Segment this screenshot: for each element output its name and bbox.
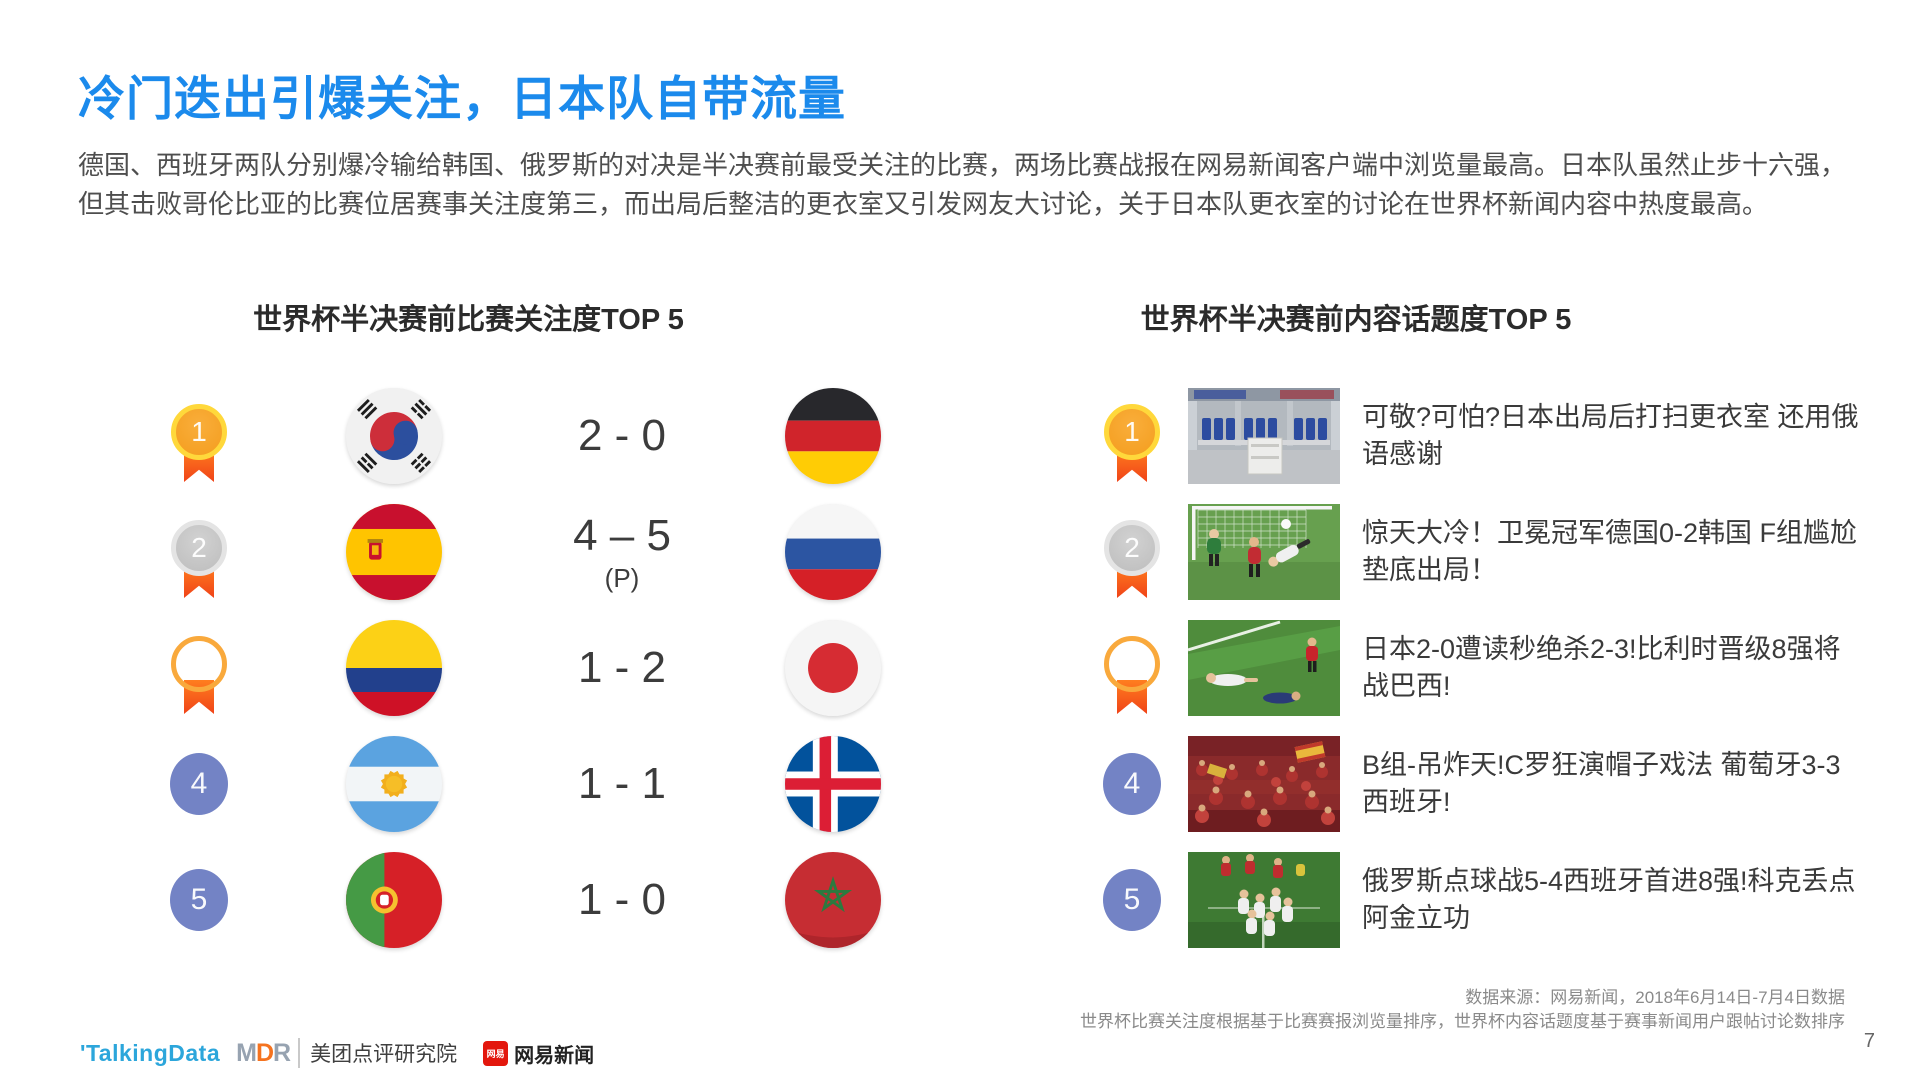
japan-flag-icon bbox=[785, 620, 881, 716]
meituan-dianping-institute-logo: 美团点评研究院 bbox=[298, 1038, 457, 1068]
rank-number: 3 bbox=[191, 648, 207, 679]
rank-number: 2 bbox=[191, 532, 207, 563]
south-korea-flag-icon bbox=[346, 388, 442, 484]
news-headline: 俄罗斯点球战5-4西班牙首进8强!科克丢点阿金立功 bbox=[1362, 866, 1856, 933]
score: 1 - 1 bbox=[527, 759, 717, 809]
rank-number: 5 bbox=[190, 883, 208, 916]
news-item-3: 3 日本2-0遭读秒绝杀2-3!比利时晋级8强将战巴西! bbox=[1090, 620, 1920, 716]
news-headline: 可敬?可怕?日本出局后打扫更衣室 还用俄语感谢 bbox=[1362, 402, 1859, 469]
news-headline: B组-吊炸天!C罗狂演帽子戏法 葡萄牙3-3西班牙! bbox=[1362, 750, 1841, 817]
content-topic-panel: 世界杯半决赛前内容话题度TOP 5 1 可敬?可怕? bbox=[1090, 296, 1920, 968]
page-title: 冷门迭出引爆关注，日本队自带流量 bbox=[78, 72, 846, 125]
score: 4 – 5 (P) bbox=[527, 511, 717, 594]
news-thumbnail-fans-crowd bbox=[1188, 736, 1340, 832]
germany-flag-icon bbox=[785, 388, 881, 484]
source-line-1: 数据来源：网易新闻，2018年6月14日-7月4日数据 bbox=[1465, 988, 1845, 1007]
rank-badge-icon: 4 bbox=[167, 736, 231, 832]
score: 1 - 2 bbox=[527, 643, 717, 693]
right-panel-title: 世界杯半决赛前内容话题度TOP 5 bbox=[1140, 304, 1572, 336]
score-value: 1 - 2 bbox=[577, 643, 667, 692]
page-number: 7 bbox=[1863, 1030, 1875, 1052]
gold-medal-icon: 1 bbox=[167, 388, 231, 484]
morocco-flag-icon bbox=[785, 852, 881, 948]
match-row-1: 1 bbox=[135, 388, 890, 484]
gold-medal-icon: 1 bbox=[1100, 388, 1160, 484]
match-row-5: 5 1 - 0 bbox=[135, 852, 890, 948]
news-thumbnail-players-on-pitch bbox=[1188, 620, 1340, 716]
rank-number: 4 bbox=[1123, 767, 1141, 800]
silver-medal-icon: 2 bbox=[167, 504, 231, 600]
bronze-medal-icon: 3 bbox=[167, 620, 231, 716]
score-value: 1 - 0 bbox=[577, 875, 667, 924]
score-value: 4 – 5 bbox=[573, 510, 671, 560]
data-source-note: 数据来源：网易新闻，2018年6月14日-7月4日数据 世界杯比赛关注度根据基于… bbox=[1080, 986, 1845, 1034]
argentina-flag-icon bbox=[346, 736, 442, 832]
source-line-2: 世界杯比赛关注度根据基于比赛赛报浏览量排序，世界杯内容话题度基于赛事新闻用户跟帖… bbox=[1080, 1012, 1845, 1031]
match-attention-panel: 世界杯半决赛前比赛关注度TOP 5 1 bbox=[135, 296, 890, 968]
match-row-4: 4 1 - 1 bbox=[135, 736, 890, 832]
talkingdata-logo: 'TalkingData bbox=[80, 1039, 221, 1066]
netease-badge-icon: 网易 bbox=[483, 1040, 509, 1066]
score-note: (P) bbox=[604, 562, 640, 593]
mdr-logo: MDR bbox=[236, 1038, 291, 1067]
netease-label: 网易新闻 bbox=[514, 1044, 595, 1067]
rank-badge-icon: 4 bbox=[1100, 736, 1161, 832]
score: 1 - 0 bbox=[527, 875, 717, 925]
intro-paragraph: 德国、西班牙两队分别爆冷输给韩国、俄罗斯的对决是半决赛前最受关注的比赛，两场比赛… bbox=[78, 150, 1847, 219]
netease-news-logo: 网易 网易新闻 bbox=[483, 1039, 594, 1068]
russia-flag-icon bbox=[785, 504, 881, 600]
spain-flag-icon bbox=[346, 504, 442, 600]
news-item-1: 1 可敬?可怕?日本出局后打扫更衣室 还用俄语感谢 bbox=[1090, 388, 1920, 484]
score-value: 1 - 1 bbox=[577, 759, 667, 808]
match-row-3: 3 1 - 2 bbox=[135, 620, 890, 716]
news-list: 1 可敬?可怕?日本出局后打扫更衣室 还用俄语感谢 bbox=[1090, 388, 1920, 948]
news-thumbnail-celebration bbox=[1188, 852, 1340, 948]
rank-number: 5 bbox=[1123, 883, 1141, 916]
rank-number: 4 bbox=[190, 767, 208, 800]
rank-badge-icon: 5 bbox=[1100, 852, 1161, 948]
rank-number: 3 bbox=[1124, 648, 1140, 679]
news-item-2: 2 惊天大冷！卫冕冠军德国0-2韩国 F组尴尬垫底出局！ bbox=[1090, 504, 1920, 600]
match-list: 1 bbox=[135, 388, 890, 948]
news-headline: 惊天大冷！卫冕冠军德国0-2韩国 F组尴尬垫底出局！ bbox=[1362, 518, 1858, 585]
score-value: 2 - 0 bbox=[577, 411, 667, 460]
portugal-flag-icon bbox=[346, 852, 442, 948]
news-headline: 日本2-0遭读秒绝杀2-3!比利时晋级8强将战巴西! bbox=[1362, 634, 1841, 701]
silver-medal-icon: 2 bbox=[1100, 504, 1160, 600]
match-row-2: 2 4 – 5 (P) bbox=[135, 504, 890, 600]
news-thumbnail-locker-room bbox=[1188, 388, 1340, 484]
score: 2 - 0 bbox=[527, 411, 717, 461]
news-thumbnail-goalmouth bbox=[1188, 504, 1340, 600]
iceland-flag-icon bbox=[785, 736, 881, 832]
left-panel-title: 世界杯半决赛前比赛关注度TOP 5 bbox=[253, 304, 684, 336]
news-item-4: 4 B组-吊炸天!C罗狂演帽子戏法 葡萄牙3-3西班牙! bbox=[1090, 736, 1920, 832]
news-item-5: 5 俄罗斯点球战5-4西班牙首进8强!科克丢点阿金立功 bbox=[1090, 852, 1920, 948]
logo-bar: 'TalkingData MDR 美团点评研究院 网易 网易新闻 bbox=[80, 1038, 594, 1068]
bronze-medal-icon: 3 bbox=[1100, 620, 1160, 716]
colombia-flag-icon bbox=[346, 620, 442, 716]
rank-number: 1 bbox=[191, 416, 207, 447]
rank-number: 1 bbox=[1124, 416, 1140, 447]
rank-badge-icon: 5 bbox=[167, 852, 231, 948]
rank-number: 2 bbox=[1124, 532, 1140, 563]
